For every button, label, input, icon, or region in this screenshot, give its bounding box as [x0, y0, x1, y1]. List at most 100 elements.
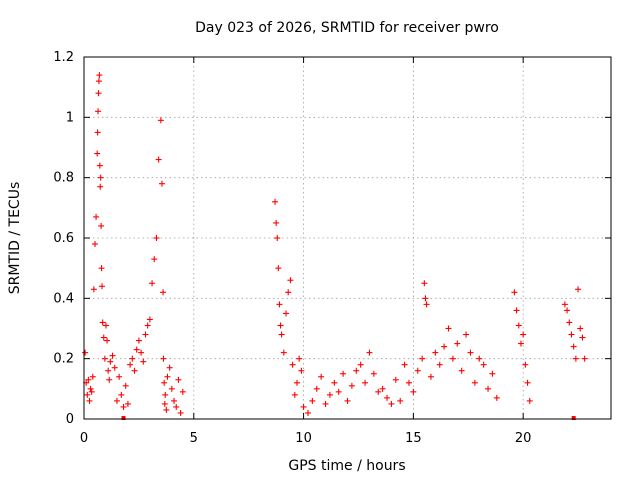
data-point: [441, 343, 448, 350]
data-point: [118, 391, 125, 398]
data-point: [289, 361, 296, 368]
data-point: [179, 388, 186, 395]
data-point: [370, 370, 377, 377]
y-tick-label: 0: [66, 412, 74, 427]
data-point: [340, 370, 347, 377]
data-point: [280, 349, 287, 356]
data-point: [162, 391, 169, 398]
data-point: [298, 367, 305, 374]
data-point: [405, 379, 412, 386]
data-point: [326, 391, 333, 398]
y-tick-label: 0.6: [53, 231, 74, 246]
data-point: [526, 397, 533, 404]
data-point: [97, 174, 104, 181]
data-point: [331, 379, 338, 386]
data-point: [561, 301, 568, 308]
data-point: [160, 289, 167, 296]
data-point: [131, 367, 138, 374]
data-point: [579, 334, 586, 341]
data-point: [127, 361, 134, 368]
data-point: [276, 301, 283, 308]
data-point: [164, 373, 171, 380]
grid-lines: [84, 57, 611, 419]
data-point: [449, 355, 456, 362]
data-point: [138, 349, 145, 356]
data-point: [414, 367, 421, 374]
data-point: [362, 379, 369, 386]
data-point: [476, 355, 483, 362]
data-point: [135, 337, 142, 344]
data-points: [82, 72, 588, 420]
data-point: [480, 361, 487, 368]
data-point: [423, 301, 430, 308]
data-point: [275, 265, 282, 272]
data-point: [91, 241, 98, 248]
data-point: [88, 388, 95, 395]
data-point: [153, 235, 160, 241]
data-point: [86, 397, 93, 404]
data-point: [522, 361, 529, 368]
data-point: [98, 222, 105, 229]
data-point: [564, 307, 571, 314]
axis-ticks: 0 5 10 15 20 0 0.2 0.4 0.6 0.8 1 1.2: [53, 50, 611, 446]
data-point: [577, 325, 584, 332]
data-point: [122, 382, 129, 389]
data-point: [291, 391, 298, 398]
data-point: [102, 322, 109, 329]
data-point: [96, 72, 103, 79]
data-point: [109, 352, 116, 359]
x-tick-label: 0: [80, 431, 88, 446]
data-point: [401, 361, 408, 368]
data-point: [419, 355, 426, 362]
data-point: [366, 349, 373, 356]
data-point: [175, 376, 182, 383]
data-point: [575, 286, 582, 293]
data-point: [353, 367, 360, 374]
data-point: [96, 162, 103, 169]
data-point: [95, 108, 102, 115]
data-point: [101, 355, 108, 362]
data-point: [458, 367, 465, 374]
data-point: [318, 373, 325, 380]
data-point: [157, 117, 164, 124]
data-point: [489, 370, 496, 377]
data-point: [397, 397, 404, 404]
data-point: [140, 358, 147, 365]
data-point: [511, 289, 518, 296]
x-tick-label: 10: [295, 431, 312, 446]
y-axis-label: SRMTID / TECUs: [7, 182, 23, 295]
data-point: [94, 150, 101, 157]
y-tick-label: 0.4: [53, 291, 74, 306]
data-point: [116, 373, 123, 380]
data-point: [99, 319, 106, 326]
data-point: [89, 373, 96, 380]
data-point: [515, 322, 522, 329]
data-point: [285, 289, 292, 296]
data-point: [348, 382, 355, 389]
data-point: [293, 379, 300, 386]
data-point: [124, 400, 131, 407]
data-point: [158, 180, 165, 187]
data-point: [274, 235, 281, 241]
data-point: [357, 361, 364, 368]
data-point: [335, 388, 342, 395]
data-point: [344, 397, 351, 404]
data-point: [524, 379, 531, 386]
zero-marker: [571, 416, 576, 420]
data-point: [177, 409, 184, 416]
data-point: [84, 391, 91, 398]
data-point: [384, 394, 391, 401]
data-point: [375, 388, 382, 395]
data-point: [572, 355, 579, 362]
x-tick-label: 5: [190, 431, 198, 446]
data-point: [463, 331, 470, 338]
data-point: [106, 376, 113, 383]
data-point: [273, 219, 280, 226]
data-point: [454, 340, 461, 347]
data-point: [98, 265, 105, 272]
data-point: [436, 361, 443, 368]
data-point: [566, 319, 573, 326]
data-point: [163, 406, 170, 413]
data-point: [322, 400, 329, 407]
